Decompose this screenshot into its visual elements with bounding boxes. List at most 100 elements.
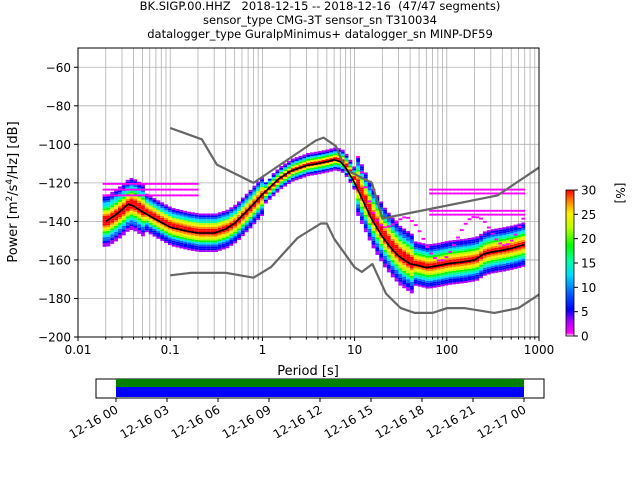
histogram-cell [198, 213, 203, 216]
histogram-cell [313, 167, 318, 170]
histogram-cell [425, 253, 430, 256]
histogram-cell [498, 252, 503, 255]
histogram-cell-sparse [402, 216, 407, 219]
histogram-cell [363, 226, 368, 229]
histogram-cell-sparse [167, 182, 172, 185]
histogram-cell [217, 216, 222, 219]
histogram-cell [444, 243, 449, 246]
histogram-cell [367, 228, 372, 231]
histogram-cell [225, 217, 230, 220]
histogram-cell [114, 216, 118, 219]
histogram-cell [375, 233, 380, 236]
histogram-cell [360, 202, 364, 205]
histogram-cell [482, 254, 487, 257]
histogram-cell [221, 237, 226, 240]
histogram-cell [290, 158, 295, 161]
histogram-cell [125, 187, 130, 190]
histogram-cell [152, 221, 157, 224]
histogram-cell [367, 230, 372, 233]
histogram-cell [394, 248, 399, 251]
histogram-cell-sparse [164, 182, 168, 185]
histogram-cell [260, 181, 264, 184]
histogram-cell [363, 189, 368, 192]
histogram-cell [390, 236, 395, 239]
histogram-cell [275, 169, 280, 172]
histogram-cell [402, 238, 407, 241]
histogram-cell [237, 232, 241, 235]
histogram-cell [452, 274, 457, 277]
histogram-cell [141, 232, 145, 235]
histogram-cell [175, 245, 180, 248]
histogram-cell [233, 218, 238, 221]
histogram-cell [329, 150, 334, 153]
histogram-cell [229, 218, 234, 221]
histogram-cell [217, 239, 222, 242]
histogram-cell [494, 240, 499, 242]
histogram-cell [133, 223, 138, 226]
histogram-cell [360, 218, 364, 221]
histogram-cell [375, 212, 380, 215]
histogram-cell [248, 203, 253, 206]
histogram-cell [306, 174, 311, 177]
histogram-cell [356, 160, 361, 162]
histogram-cell [202, 213, 207, 216]
histogram-cell [283, 169, 288, 172]
histogram-cell [425, 259, 430, 262]
histogram-cell [379, 226, 384, 229]
time-tick-label: 12-17 00 [475, 402, 529, 441]
histogram-cell [398, 272, 403, 275]
histogram-cell [390, 269, 395, 272]
histogram-cell [114, 222, 118, 225]
histogram-cell-sparse [486, 192, 491, 195]
histogram-cell [475, 271, 480, 273]
histogram-cell-sparse [502, 192, 507, 195]
histogram-cell [298, 175, 303, 177]
histogram-cell [386, 235, 391, 238]
histogram-cell [340, 170, 345, 173]
histogram-cell [221, 234, 226, 237]
histogram-cell [456, 249, 460, 252]
histogram-cell [214, 213, 218, 216]
histogram-cell [164, 235, 168, 238]
histogram-cell [167, 214, 172, 217]
histogram-cell [498, 229, 503, 232]
histogram-cell [194, 249, 199, 252]
histogram-cell [379, 201, 384, 204]
histogram-cell [248, 224, 253, 227]
histogram-cell [436, 277, 441, 280]
histogram-cell [117, 197, 122, 200]
time-tick-label: 12-16 18 [373, 402, 427, 441]
histogram-cell-sparse [517, 209, 522, 212]
histogram-cell [179, 227, 184, 230]
histogram-cell [440, 253, 445, 256]
histogram-cell [217, 212, 222, 215]
histogram-cell [394, 279, 399, 282]
histogram-cell [513, 255, 518, 258]
histogram-cell [379, 205, 384, 208]
histogram-cell [433, 243, 437, 246]
histogram-cell [421, 249, 426, 251]
histogram-cell [144, 224, 149, 227]
histogram-cell [459, 244, 464, 247]
histogram-cell [371, 194, 376, 197]
histogram-cell [386, 214, 391, 217]
histogram-cell [198, 238, 203, 241]
histogram-cell [471, 252, 476, 255]
histogram-cell-sparse [190, 194, 195, 197]
histogram-cell [340, 149, 345, 152]
histogram-cell [221, 224, 226, 227]
histogram-cell [502, 231, 507, 233]
histogram-cell [233, 208, 238, 211]
histogram-cell [475, 238, 480, 241]
histogram-cell [352, 187, 357, 190]
histogram-cell [156, 213, 161, 216]
x-tick-label: 0.1 [161, 343, 180, 357]
histogram-cell [190, 248, 195, 251]
histogram-cell [229, 216, 234, 219]
histogram-cell [167, 239, 172, 242]
histogram-cell [360, 206, 364, 209]
histogram-cell [433, 283, 437, 286]
histogram-cell [137, 206, 142, 209]
histogram-cell [233, 233, 238, 236]
histogram-cell [190, 245, 195, 248]
